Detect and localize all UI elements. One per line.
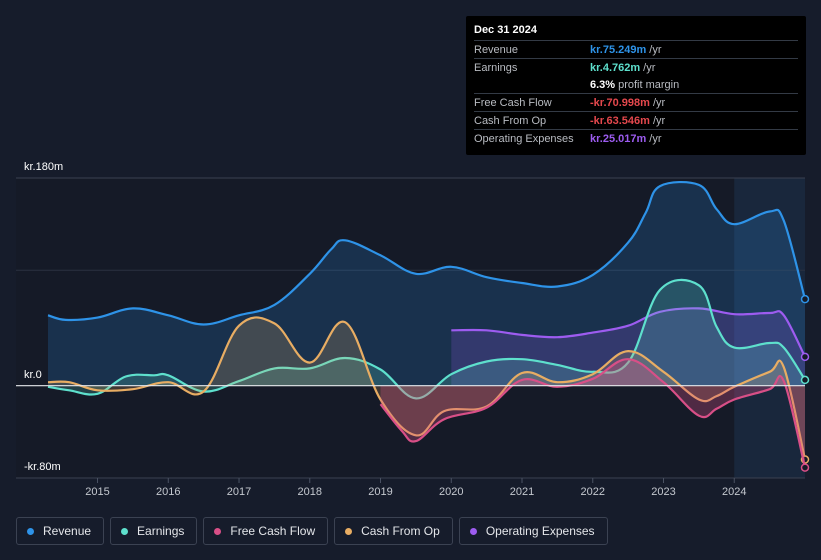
x-tick-label: 2021	[510, 486, 534, 498]
tooltip-label: Free Cash Flow	[474, 96, 552, 109]
y-axis-zero-label: kr.0	[24, 369, 42, 381]
tooltip-label: Cash From Op	[474, 114, 547, 127]
legend-dot-icon	[214, 527, 222, 535]
legend-item-free-cash-flow[interactable]: Free Cash Flow	[203, 517, 329, 545]
x-tick-label: 2020	[439, 486, 463, 498]
legend-item-cash-from-op[interactable]: Cash From Op	[334, 517, 453, 545]
legend-dot-icon	[27, 527, 34, 535]
legend: Revenue Earnings Free Cash Flow Cash Fro…	[16, 517, 608, 545]
tooltip-date: Dec 31 2024	[474, 24, 537, 36]
tooltip-unit: /yr	[652, 114, 666, 127]
tooltip-panel: Dec 31 2024 Revenue kr.75.249m /yr Earni…	[466, 16, 806, 155]
operating-expenses-line	[451, 307, 806, 358]
legend-label: Operating Expenses	[485, 524, 595, 538]
revenue-line	[47, 180, 807, 326]
tooltip-row-earnings: Earnings kr.4.762m /yr	[474, 58, 798, 76]
tooltip-label: Revenue	[474, 43, 519, 56]
x-axis-ticks: 2015 2016 2017 2018 2019 2020 2021 2022 2023 2024	[85, 478, 746, 498]
tooltip-label: Operating Expenses	[474, 132, 574, 145]
x-tick-label: 2024	[722, 486, 746, 498]
x-tick-label: 2023	[651, 486, 675, 498]
x-tick-label: 2018	[298, 486, 322, 498]
plot-background	[16, 178, 805, 478]
tooltip-value: kr.25.017m	[590, 132, 647, 145]
revenue-endpoint	[800, 294, 810, 304]
tooltip-value: 6.3%	[590, 78, 616, 91]
cash-from-op-line	[47, 316, 807, 460]
tooltip-unit: /yr	[649, 43, 662, 56]
x-tick-label: 2016	[156, 486, 180, 498]
tooltip-row-cash-from-op: Cash From Op -kr.63.546m /yr	[474, 111, 798, 129]
y-axis-top-label: kr.180m	[24, 161, 63, 173]
legend-label: Cash From Op	[361, 524, 440, 538]
legend-dot-icon	[345, 527, 353, 535]
legend-label: Revenue	[43, 524, 92, 538]
operating-expenses-endpoint	[800, 352, 810, 362]
x-tick-label: 2015	[85, 486, 109, 498]
legend-dot-icon	[469, 527, 477, 535]
earnings-line	[47, 278, 806, 400]
legend-dot-icon	[121, 527, 129, 535]
free-cash-flow-endpoint	[800, 463, 810, 472]
earnings-endpoint	[800, 375, 810, 385]
legend-item-revenue[interactable]: Revenue	[16, 517, 105, 545]
cash-from-op-area	[48, 317, 805, 460]
axis-layer: kr.180m kr.0 -kr.80m	[24, 161, 63, 473]
plot-area	[16, 177, 805, 479]
tooltip-value: -kr.63.546m	[590, 114, 650, 127]
forecast-highlight-band	[734, 178, 805, 478]
tooltip-value: -kr.70.998m	[590, 96, 650, 109]
legend-label: Earnings	[137, 524, 185, 538]
free-cash-flow-line	[379, 358, 807, 468]
tooltip-unit: profit margin	[618, 78, 680, 91]
tooltip-row-revenue: Revenue kr.75.249m /yr	[474, 40, 798, 58]
legend-item-operating-expenses[interactable]: Operating Expenses	[458, 517, 608, 545]
tooltip-unit: /yr	[643, 61, 656, 74]
tooltip-value: kr.4.762m	[590, 61, 641, 74]
tooltip-row-profit-margin: 6.3% profit margin	[474, 76, 798, 93]
tooltip-label: Earnings	[474, 61, 518, 74]
legend-label: Free Cash Flow	[230, 524, 316, 538]
series-layer	[16, 180, 810, 472]
x-tick-label: 2017	[227, 486, 251, 498]
legend-item-earnings[interactable]: Earnings	[110, 517, 198, 545]
x-tick-label: 2022	[581, 486, 605, 498]
tooltip-row-free-cash-flow: Free Cash Flow -kr.70.998m /yr	[474, 93, 798, 111]
tooltip-unit: /yr	[652, 96, 666, 109]
x-tick-label: 2019	[368, 486, 392, 498]
tooltip-value: kr.75.249m	[590, 43, 647, 56]
y-axis-bottom-label: -kr.80m	[24, 461, 61, 473]
earnings-area	[48, 279, 805, 399]
revenue-area	[48, 182, 805, 386]
tooltip-row-operating-expenses: Operating Expenses kr.25.017m /yr	[474, 129, 798, 147]
tooltip-unit: /yr	[649, 132, 662, 145]
